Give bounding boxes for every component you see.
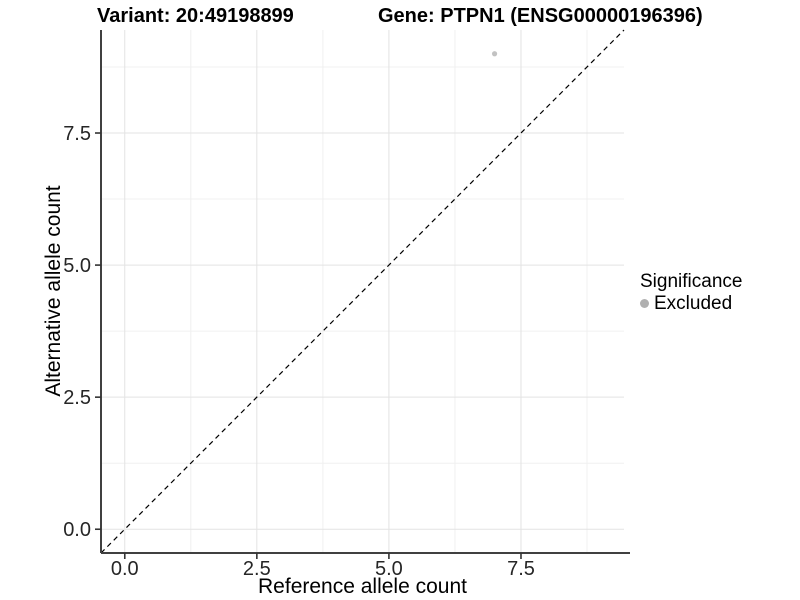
legend-entry: Excluded (640, 293, 742, 314)
y-tick-label: 7.5 (63, 123, 91, 145)
y-axis-title: Alternative allele count (42, 185, 65, 397)
legend-entry-label: Excluded (654, 293, 733, 314)
y-tick-label: 0.0 (63, 519, 91, 541)
x-axis-title: Reference allele count (258, 575, 467, 598)
excluded-point-icon (640, 299, 649, 308)
identity-line (100, 29, 625, 554)
x-tick-label: 5.0 (375, 558, 403, 580)
plot-title-gene: Gene: PTPN1 (ENSG00000196396) (378, 5, 703, 27)
x-tick-label: 7.5 (507, 558, 535, 580)
y-tick-label: 2.5 (63, 387, 91, 409)
y-tick-label: 5.0 (63, 255, 91, 277)
legend-title: Significance (640, 271, 743, 292)
legend: Significance Excluded (640, 271, 742, 314)
data-point (491, 51, 498, 57)
plot-title-variant: Variant: 20:49198899 (97, 5, 294, 27)
x-tick-label: 0.0 (111, 558, 139, 580)
x-tick-label: 2.5 (243, 558, 271, 580)
